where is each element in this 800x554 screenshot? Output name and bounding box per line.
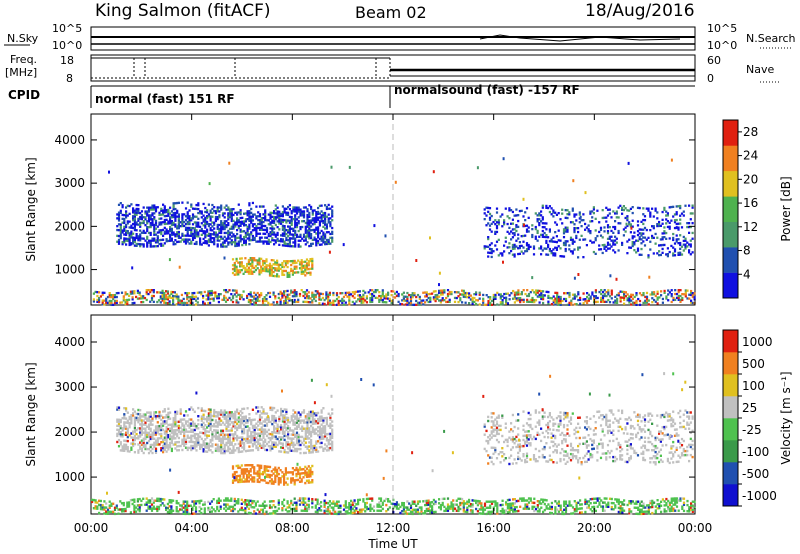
velocity-x-tick-label: 12:00 — [376, 521, 411, 535]
velocity-y-axis-label: Slant Range [km] — [24, 362, 38, 466]
power-band-3 — [483, 204, 694, 259]
power-near-range — [92, 289, 696, 306]
velocity-band-1 — [116, 406, 334, 455]
velocity-near-range — [91, 497, 696, 516]
freq-label: Freq. — [10, 53, 37, 66]
power-colorbar-tick: 28 — [743, 125, 758, 139]
cpid-segment-1: normal (fast) 151 RF — [95, 92, 235, 106]
velocity-x-tick-label: 00:00 — [678, 521, 713, 535]
velocity-x-tick-label: 08:00 — [275, 521, 310, 535]
velocity-x-tick-label: 16:00 — [476, 521, 511, 535]
power-y-axis-label: Slant Range [km] — [24, 157, 38, 261]
velocity-band-2 — [231, 464, 314, 486]
nsky-strip: N.Sky 10^5 10^0 10^5 10^0 N.Search — [4, 22, 796, 52]
velocity-y-tick-label: 4000 — [54, 335, 85, 349]
velocity-colorbar-tick: -25 — [742, 423, 762, 437]
velocity-colorbar-bin — [723, 418, 738, 441]
velocity-y-tick-label: 2000 — [54, 425, 85, 439]
power-colorbar-tick: 20 — [743, 172, 758, 186]
station-title: King Salmon (fitACF) — [95, 1, 271, 21]
power-colorbar-bin — [723, 221, 738, 248]
nave-label: Nave — [746, 63, 774, 76]
power-colorbar-bin — [723, 145, 738, 172]
power-colorbar-tick: 12 — [743, 220, 758, 234]
nsky-tick-bottom: 10^0 — [52, 39, 82, 52]
power-y-tick-label: 1000 — [54, 263, 85, 277]
velocity-colorbar-tick: 1000 — [742, 335, 773, 349]
nsearch-label: N.Search — [746, 32, 796, 45]
power-y-tick-label: 3000 — [54, 176, 85, 190]
power-colorbar-tick: 24 — [743, 149, 758, 163]
power-band-1 — [116, 201, 334, 248]
power-colorbar-tick: 8 — [743, 244, 751, 258]
power-colorbar-bin — [723, 247, 738, 273]
velocity-x-tick-label: 04:00 — [174, 521, 209, 535]
velocity-colorbar-bin — [723, 374, 738, 397]
velocity-colorbar-bin — [723, 352, 738, 375]
freq-strip: Freq. [MHz] 18 8 60 0 Nave — [5, 53, 780, 85]
beam-title: Beam 02 — [355, 3, 427, 22]
nsearch-tick-bottom: 10^0 — [707, 39, 737, 52]
velocity-x-tick-label: 00:00 — [74, 521, 109, 535]
freq-tick-bottom: 8 — [66, 72, 73, 85]
velocity-colorbar-label: Velocity [m s⁻¹] — [779, 371, 793, 464]
velocity-y-tick-label: 3000 — [54, 380, 85, 394]
cpid-strip: CPID normal (fast) 151 RF normalsound (f… — [8, 83, 695, 108]
velocity-colorbar-bin — [723, 440, 738, 463]
velocity-y-tick-label: 1000 — [54, 470, 85, 484]
power-y-tick-label: 4000 — [54, 133, 85, 147]
freq-tick-top: 18 — [60, 54, 74, 67]
velocity-x-tick-label: 20:00 — [577, 521, 612, 535]
freq-unit: [MHz] — [5, 66, 37, 79]
nsearch-tick-top: 10^5 — [707, 22, 737, 35]
nsky-frame — [90, 26, 696, 51]
nsky-label: N.Sky — [7, 32, 39, 45]
velocity-colorbar-bin — [723, 396, 738, 419]
power-colorbar-bin — [723, 196, 738, 222]
velocity-panel: 1000 2000 3000 4000 00:00 04:00 08:00 12:00 16:0… — [24, 314, 793, 551]
power-colorbar-bin — [723, 120, 738, 146]
velocity-colorbar-tick: 25 — [742, 401, 757, 415]
power-colorbar-label: Power [dB] — [779, 176, 793, 241]
power-colorbar-bin — [723, 272, 738, 299]
velocity-colorbar-bin — [723, 330, 738, 353]
velocity-colorbar-tick: -100 — [742, 445, 769, 459]
nave-tick-top: 60 — [707, 54, 721, 67]
nsky-tick-top: 10^5 — [52, 22, 82, 35]
power-panel: 1000 2000 3000 4000 Slant Range [km] 4 8 12 16 20… — [24, 113, 793, 306]
velocity-colorbar-tick: -500 — [742, 467, 769, 481]
velocity-colorbar-tick: 100 — [742, 379, 765, 393]
power-colorbar-bin — [723, 170, 738, 197]
velocity-band-3 — [483, 409, 694, 466]
cpid-label: CPID — [8, 88, 40, 102]
power-band-2 — [231, 257, 314, 278]
nave-tick-bottom: 0 — [707, 72, 714, 85]
power-y-tick-label: 2000 — [54, 219, 85, 233]
power-colorbar: 4 8 12 16 20 24 28 Power [dB] — [722, 119, 793, 299]
power-colorbar-tick: 4 — [743, 267, 751, 281]
freq-frame — [90, 54, 696, 82]
power-colorbar-tick: 16 — [743, 196, 758, 210]
velocity-colorbar-bin — [723, 462, 738, 485]
velocity-colorbar-tick: -1000 — [742, 489, 777, 503]
velocity-colorbar: 1000 500 100 25 -25 -100 -500 -1000 Velocity [m … — [722, 329, 793, 507]
cpid-segment-2: normalsound (fast) -157 RF — [394, 83, 580, 97]
date-title: 18/Aug/2016 — [585, 1, 695, 21]
x-axis-label: Time UT — [367, 537, 418, 551]
velocity-colorbar-bin — [723, 484, 738, 507]
velocity-colorbar-tick: 500 — [742, 357, 765, 371]
